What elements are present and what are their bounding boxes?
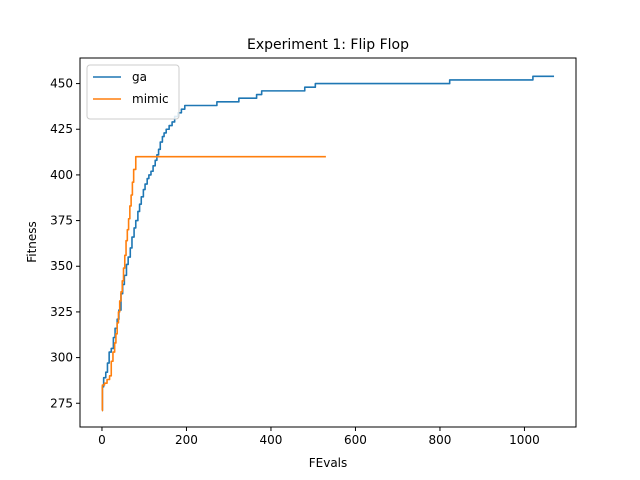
x-tick-label: 400 xyxy=(260,433,283,447)
y-tick-label: 425 xyxy=(50,122,73,136)
y-axis: 275 300 325 350 375 400 425 450 xyxy=(50,77,80,410)
x-tick-label: 200 xyxy=(175,433,198,447)
y-tick-label: 350 xyxy=(50,259,73,273)
legend-label-mimic: mimic xyxy=(132,92,169,106)
y-tick-label: 375 xyxy=(50,214,73,228)
plot-frame xyxy=(79,57,577,428)
y-tick-label: 300 xyxy=(50,351,73,365)
legend-box xyxy=(86,64,180,120)
x-tick-label: 800 xyxy=(429,433,452,447)
y-tick-label: 275 xyxy=(50,396,73,410)
x-tick-label: 1000 xyxy=(509,433,540,447)
series-line-mimic xyxy=(101,155,326,412)
x-tick-label: 600 xyxy=(344,433,367,447)
chart-title: Experiment 1: Flip Flop xyxy=(247,37,409,53)
series-line-ga xyxy=(101,75,555,412)
x-axis-label: FEvals xyxy=(309,456,348,470)
x-tick-label: 0 xyxy=(98,433,106,447)
y-axis-label: Fitness xyxy=(25,221,39,263)
y-tick-label: 450 xyxy=(50,77,73,91)
x-axis: 0 200 400 600 800 1000 xyxy=(98,427,540,447)
plot-area xyxy=(101,75,555,412)
legend-label-ga: ga xyxy=(132,70,147,84)
y-tick-label: 325 xyxy=(50,305,73,319)
legend: ga mimic xyxy=(86,64,180,120)
y-tick-label: 400 xyxy=(50,168,73,182)
